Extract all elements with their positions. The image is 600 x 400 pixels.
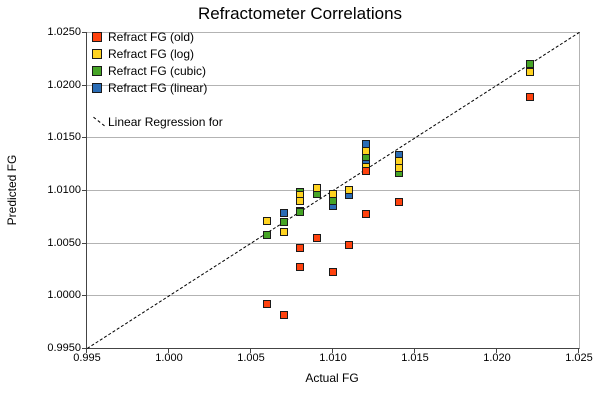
data-point: [345, 186, 354, 194]
data-point: [361, 167, 370, 176]
data-point: [312, 234, 321, 243]
y-axis-tick: [82, 242, 87, 244]
dashed-line-icon-stroke: [93, 116, 105, 126]
data-point: [525, 59, 534, 68]
x-axis-title: Actual FG: [305, 371, 359, 385]
y-gridline: [87, 32, 579, 33]
data-point: [361, 147, 370, 156]
x-axis-tick: [414, 349, 415, 353]
y-axis-tick: [82, 348, 87, 349]
y-tick-label: 1.0100: [47, 184, 81, 196]
data-point: [279, 217, 288, 226]
legend: Refract FG (old) Refract FG (log) Refract …: [92, 28, 223, 130]
legend-label: Refract FG (cubic): [108, 63, 207, 78]
y-axis-tick: [82, 295, 87, 297]
y-gridline: [87, 242, 579, 244]
legend-swatch-icon: [92, 48, 102, 59]
data-point: [345, 240, 354, 249]
x-tick-label: 1.015: [401, 352, 429, 364]
data-point: [525, 68, 534, 77]
legend-swatch-icon: [92, 31, 102, 42]
x-axis-tick: [496, 349, 497, 353]
data-point: [279, 311, 288, 320]
legend-swatch-icon: [92, 65, 102, 76]
data-point: [394, 163, 403, 172]
y-tick-label: 1.0150: [47, 131, 81, 144]
x-tick-label: 0.995: [73, 352, 101, 364]
x-axis-tick: [578, 349, 579, 353]
legend-item: Refract FG (old): [92, 28, 223, 45]
y-tick-label: 1.0000: [47, 289, 81, 302]
legend-swatch-icon: [92, 82, 102, 93]
y-axis-title: Predicted FG: [5, 154, 19, 226]
x-tick-label: 1.005: [237, 352, 265, 364]
x-axis-tick: [250, 349, 251, 353]
y-gridline: [87, 84, 579, 86]
chart-title: Refractometer Correlations: [197, 4, 403, 23]
legend-item: Refract FG (linear): [92, 79, 223, 96]
data-point: [263, 231, 272, 240]
y-gridline: [87, 137, 579, 139]
legend-regression-item: Linear Regression for: [92, 113, 223, 130]
y-tick-label: 1.0200: [47, 78, 81, 91]
x-tick-label: 1.010: [319, 352, 347, 364]
data-point: [296, 208, 305, 217]
y-axis-tick: [82, 137, 87, 139]
x-axis-tick: [332, 349, 333, 353]
data-point: [329, 268, 337, 277]
x-axis-tick: [168, 349, 169, 353]
data-point: [312, 183, 321, 192]
legend-label: Refract FG (log): [108, 46, 195, 61]
data-point: [525, 93, 534, 102]
x-tick-label: 1.020: [483, 352, 511, 364]
y-tick-label: 0.9950: [47, 342, 81, 354]
legend-regression-label: Linear Regression for: [108, 114, 223, 129]
y-axis-tick: [82, 32, 87, 33]
data-point: [394, 197, 403, 206]
x-axis-tick: [86, 349, 87, 353]
data-point: [296, 243, 305, 252]
data-point: [279, 228, 288, 237]
data-point: [296, 262, 305, 271]
dashed-line-icon: [92, 116, 105, 128]
y-axis-tick: [82, 190, 87, 191]
plot-area: 1.0250 1.0200 1.0150 1.0100 1.0050 1.0000 0.99…: [47, 26, 592, 364]
data-point: [296, 196, 305, 205]
data-point: [329, 190, 337, 199]
data-point: [263, 216, 272, 225]
legend-label: Refract FG (old): [108, 29, 195, 44]
legend-label: Refract FG (linear): [108, 80, 208, 95]
data-point: [279, 209, 288, 218]
y-tick-label: 1.0250: [47, 26, 81, 38]
x-tick-label: 1.000: [155, 352, 183, 364]
y-axis-tick: [82, 84, 87, 86]
data-point: [361, 210, 370, 219]
legend-item: Refract FG (log): [92, 45, 223, 62]
y-gridline: [87, 295, 579, 297]
x-tick-label: 1.025: [565, 352, 593, 364]
legend-item: Refract FG (cubic): [92, 62, 223, 79]
y-tick-label: 1.0050: [47, 236, 81, 249]
data-point: [263, 299, 272, 308]
